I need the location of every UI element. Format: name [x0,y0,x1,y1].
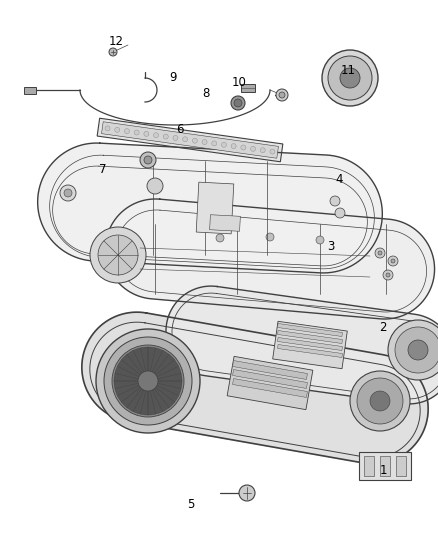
Circle shape [222,142,226,147]
Circle shape [124,128,130,134]
Bar [278,324,343,336]
Circle shape [105,126,110,131]
Circle shape [375,248,385,258]
Circle shape [144,156,152,164]
Circle shape [98,235,138,275]
Bar [24,86,36,93]
Bar [97,118,283,162]
Circle shape [330,196,340,206]
Circle shape [395,327,438,373]
Bar [196,182,234,234]
Bar [278,330,343,343]
Polygon shape [82,312,428,464]
Bar [227,357,313,410]
Circle shape [231,143,236,149]
Circle shape [144,131,149,136]
Text: 4: 4 [336,173,343,186]
Circle shape [383,270,393,280]
Text: 8: 8 [202,87,209,100]
Circle shape [109,48,117,56]
Bar [233,369,307,389]
Text: 10: 10 [231,76,246,89]
Circle shape [90,227,146,283]
Circle shape [202,140,207,144]
Circle shape [241,145,246,150]
Circle shape [114,347,182,415]
Circle shape [192,138,198,143]
Bar [380,456,390,476]
Circle shape [388,320,438,380]
Circle shape [147,178,163,194]
Circle shape [266,233,274,241]
Circle shape [270,149,275,154]
Circle shape [216,234,224,242]
Text: 9: 9 [169,71,177,84]
Text: 2: 2 [379,321,387,334]
Circle shape [115,127,120,132]
Polygon shape [38,143,382,273]
Circle shape [408,340,428,360]
Bar [278,344,343,358]
Circle shape [60,185,76,201]
Circle shape [104,337,192,425]
Text: 7: 7 [99,163,107,176]
Circle shape [279,92,285,98]
Circle shape [234,99,242,107]
Circle shape [183,137,187,142]
Circle shape [239,485,255,501]
Circle shape [138,371,158,391]
Circle shape [140,152,156,168]
Circle shape [357,378,403,424]
Text: 12: 12 [109,35,124,48]
Bar [278,337,343,351]
Circle shape [251,147,255,151]
Circle shape [322,50,378,106]
Bar [359,452,411,480]
Bar [364,456,374,476]
Text: 11: 11 [341,64,356,77]
Bar [273,321,347,369]
Text: 5: 5 [187,498,194,511]
Circle shape [212,141,217,146]
Circle shape [316,236,324,244]
Polygon shape [166,286,438,404]
Bar [233,360,307,379]
Circle shape [112,345,184,417]
Circle shape [388,256,398,266]
Circle shape [350,371,410,431]
Circle shape [96,329,200,433]
Circle shape [231,96,245,110]
Circle shape [391,259,395,263]
Circle shape [163,134,168,139]
Text: 1: 1 [379,464,387,477]
Bar [233,378,307,398]
Bar [210,215,240,231]
Circle shape [154,133,159,138]
Circle shape [173,135,178,141]
Circle shape [260,148,265,153]
Bar [102,122,279,158]
Circle shape [134,130,139,135]
Polygon shape [106,199,434,319]
Circle shape [378,251,382,255]
Circle shape [328,56,372,100]
Circle shape [386,273,390,277]
Circle shape [64,189,72,197]
Bar [396,456,406,476]
Circle shape [340,68,360,88]
Circle shape [276,89,288,101]
Circle shape [335,208,345,218]
Text: 6: 6 [176,123,184,136]
Circle shape [370,391,390,411]
Bar [241,84,255,92]
Text: 3: 3 [327,240,334,253]
